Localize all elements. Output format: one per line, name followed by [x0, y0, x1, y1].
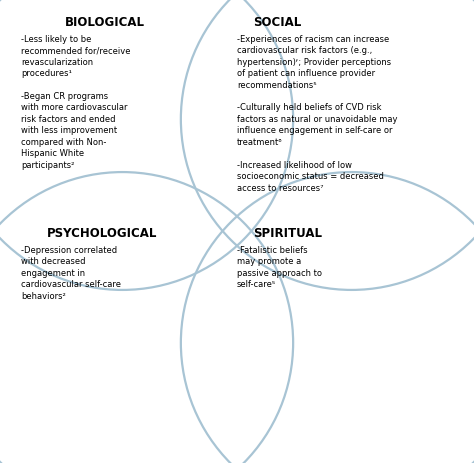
Text: BIOLOGICAL: BIOLOGICAL — [65, 16, 146, 29]
Text: -Fatalistic beliefs
may promote a
passive approach to
self-care⁵: -Fatalistic beliefs may promote a passiv… — [237, 245, 322, 288]
Text: -Less likely to be
recommended for/receive
revascularization
procedures¹

-Began: -Less likely to be recommended for/recei… — [21, 35, 131, 169]
Text: -Experiences of racism can increase
cardiovascular risk factors (e.g.,
hypertens: -Experiences of racism can increase card… — [237, 35, 398, 192]
Text: SPIRITUAL: SPIRITUAL — [253, 227, 322, 240]
Text: PSYCHOLOGICAL: PSYCHOLOGICAL — [47, 227, 157, 240]
Text: -Depression correlated
with decreased
engagement in
cardiovascular self-care
beh: -Depression correlated with decreased en… — [21, 245, 121, 300]
Text: SOCIAL: SOCIAL — [253, 16, 301, 29]
